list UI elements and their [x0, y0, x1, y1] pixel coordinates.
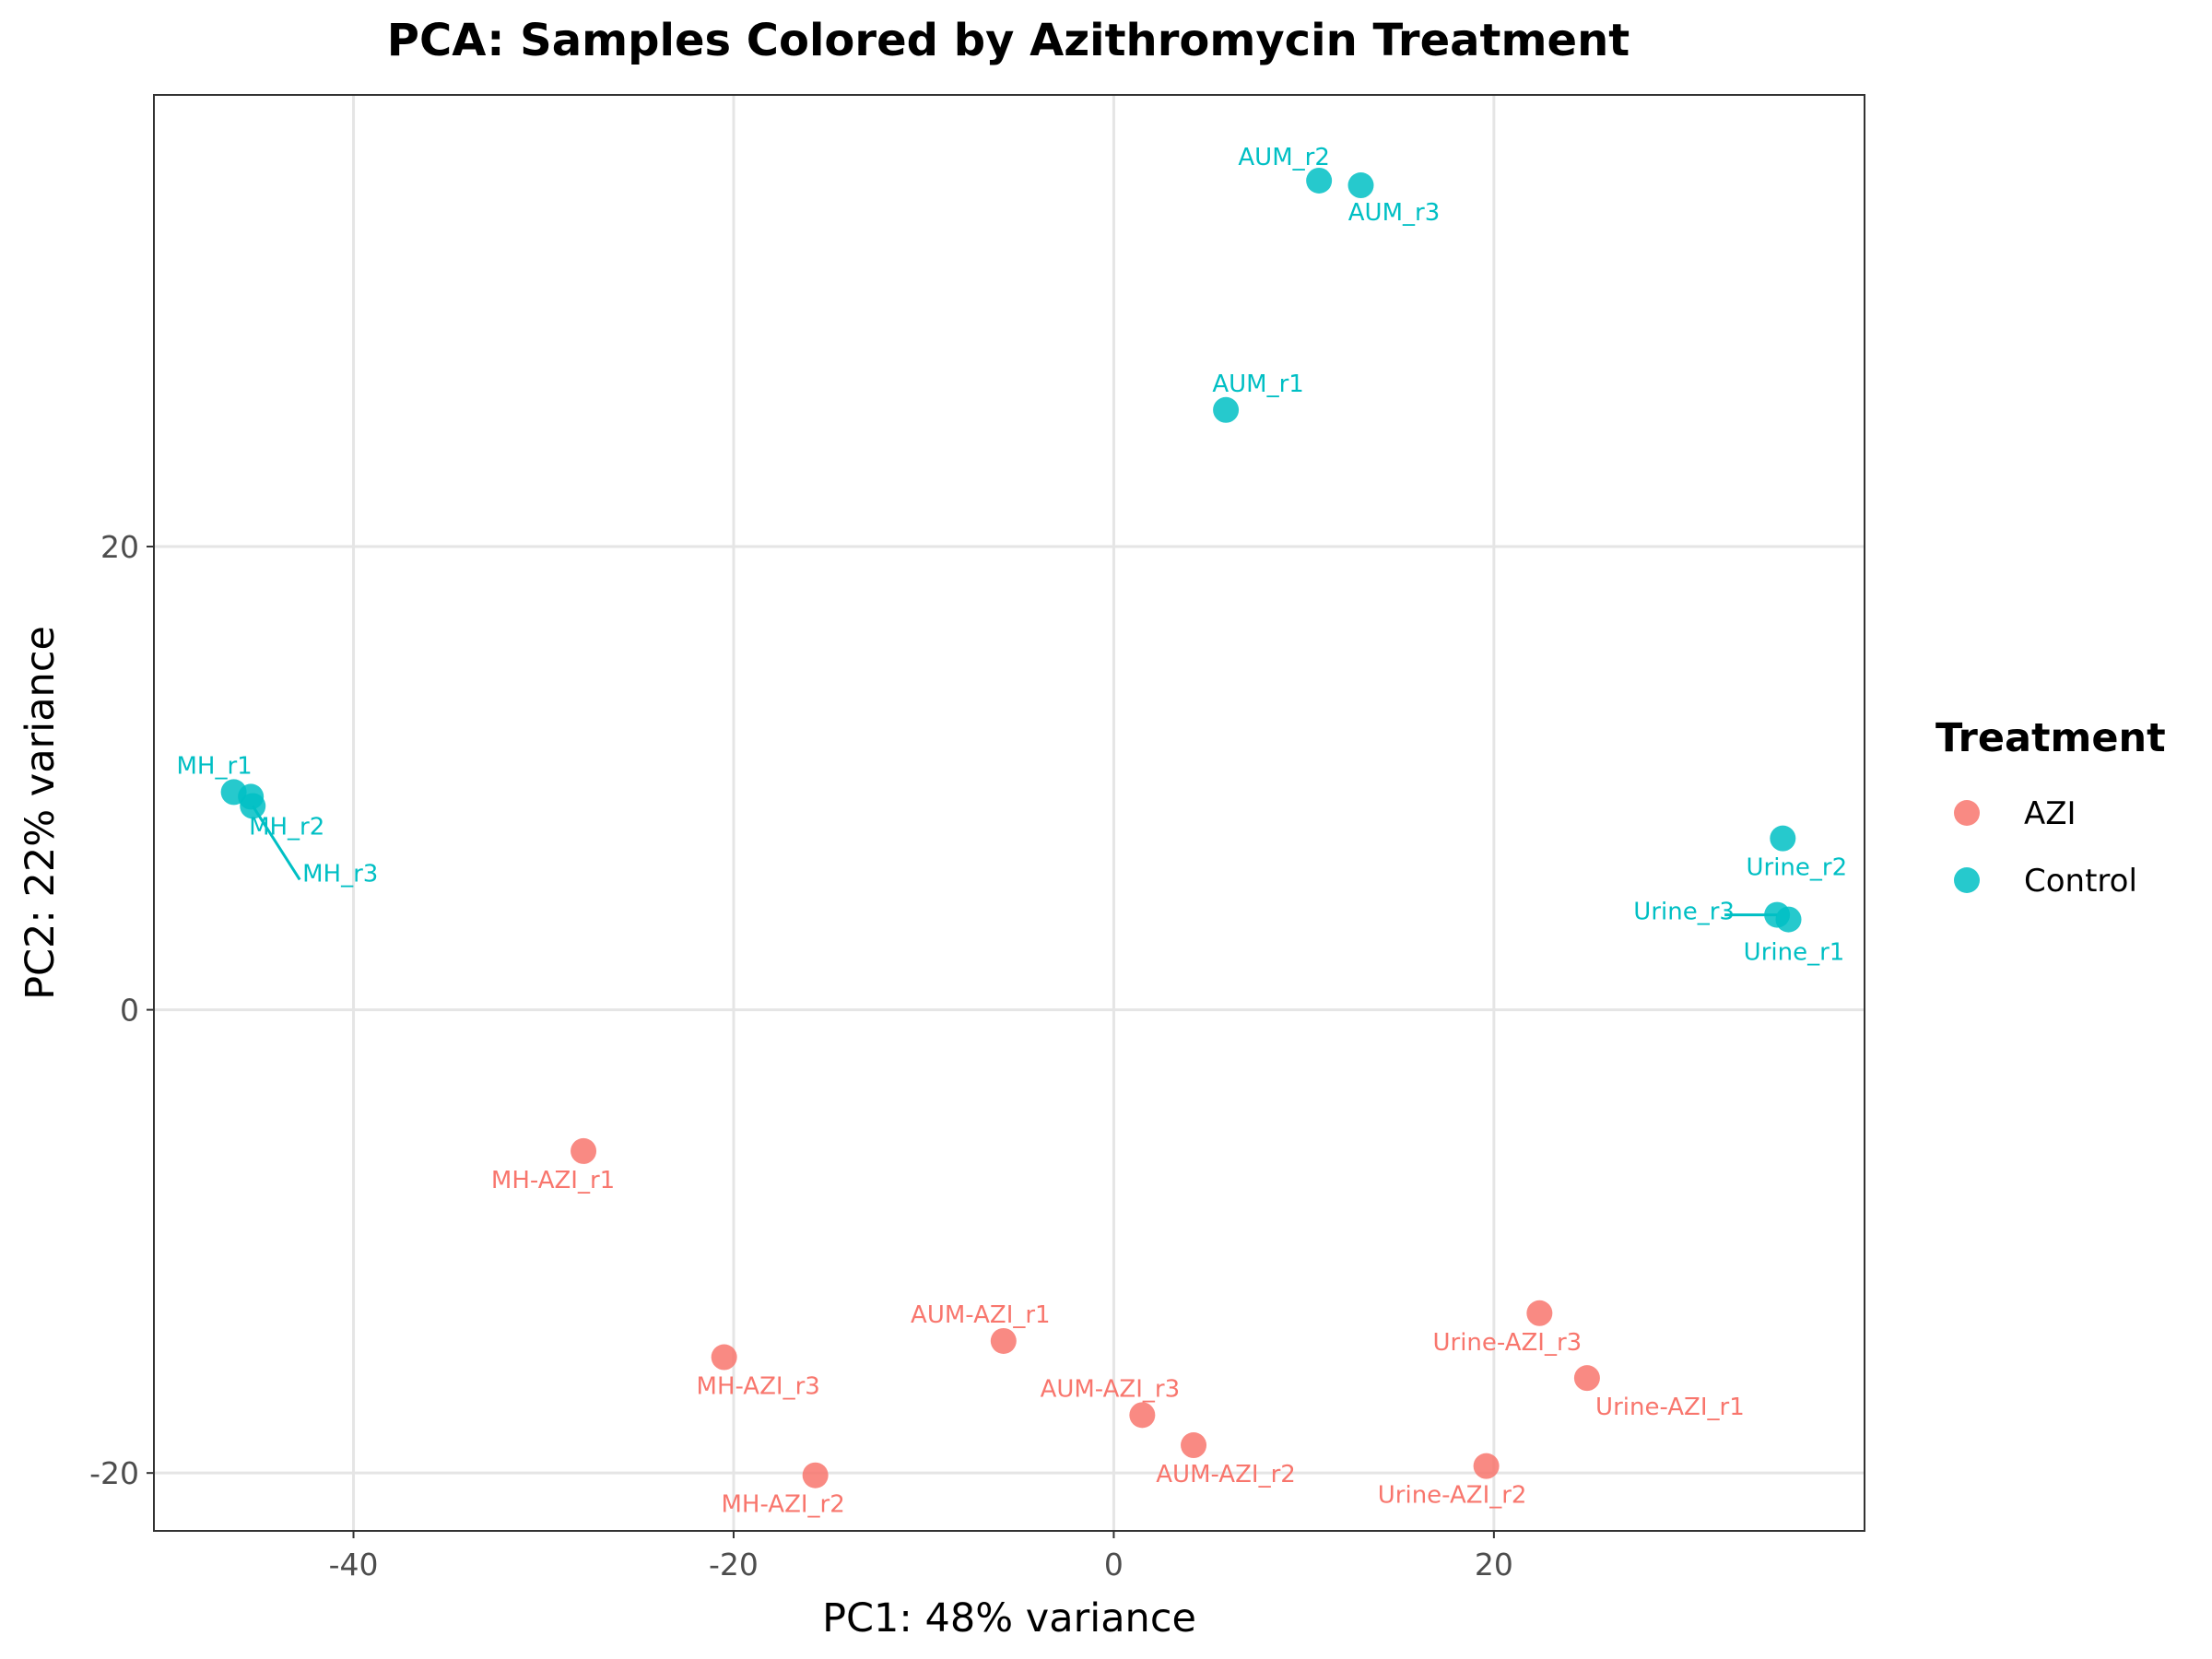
data-point [1306, 167, 1333, 194]
data-point [1213, 396, 1240, 423]
point-label: MH_r2 [249, 813, 324, 841]
point-label: AUM-AZI_r3 [1041, 1375, 1181, 1403]
data-point [711, 1344, 737, 1371]
x-tick-label: 20 [1475, 1547, 1513, 1583]
point-label: MH-AZI_r2 [722, 1491, 845, 1519]
point-label: Urine_r3 [1633, 899, 1735, 926]
legend-label: AZI [2024, 795, 2077, 832]
point-label: AUM-AZI_r1 [911, 1301, 1051, 1329]
legend-label: Control [2024, 863, 2137, 900]
data-point [990, 1327, 1017, 1354]
y-axis-ticks: -20 0 20 [89, 529, 154, 1491]
plot-panel: AUM_r2 AUM_r3 AUM_r1 MH_r1 MH_r2 MH_r3 Urine_r… [153, 94, 1865, 1532]
point-label: Urine_r1 [1744, 939, 1845, 967]
x-tick-label: -20 [709, 1547, 759, 1583]
x-tick-label: 0 [1104, 1547, 1124, 1583]
data-points [220, 167, 1802, 1488]
point-label: MH_r1 [177, 752, 253, 780]
y-axis-title: PC2: 22% variance [18, 626, 64, 1000]
point-label: AUM_r3 [1348, 199, 1440, 227]
legend-title: Treatment [1936, 715, 2166, 761]
point-labels: AUM_r2 AUM_r3 AUM_r1 MH_r1 MH_r2 MH_r3 Urine_r… [177, 144, 1848, 1519]
data-point [1181, 1432, 1207, 1459]
data-point [571, 1137, 597, 1164]
y-tick-label: 0 [120, 993, 139, 1029]
plot-border [153, 94, 1865, 1532]
point-label: AUM_r2 [1238, 144, 1329, 171]
data-point [240, 793, 266, 819]
point-label: Urine-AZI_r2 [1378, 1482, 1527, 1510]
legend-entries: AZI Control [1954, 795, 2137, 900]
data-point [1775, 906, 1802, 933]
x-axis-ticks: -40 -20 0 20 [329, 1531, 1513, 1583]
point-label: Urine-AZI_r3 [1432, 1329, 1582, 1357]
legend-key [1954, 800, 1980, 826]
point-label: AUM_r1 [1212, 371, 1303, 398]
data-point [1347, 172, 1374, 199]
point-label: MH-AZI_r1 [491, 1167, 615, 1194]
plot-background [154, 95, 1865, 1531]
point-label: Urine_r2 [1746, 854, 1847, 882]
data-point [1526, 1300, 1553, 1326]
point-label: MH_r3 [302, 860, 378, 888]
data-point [1770, 825, 1796, 852]
leader-line [251, 805, 301, 881]
data-point [802, 1462, 829, 1488]
point-label: AUM-AZI_r2 [1156, 1461, 1296, 1488]
point-label: Urine-AZI_r1 [1595, 1394, 1745, 1421]
x-axis-title: PC1: 48% variance [822, 1595, 1196, 1641]
x-tick-label: -40 [329, 1547, 379, 1583]
grid-lines [154, 95, 1865, 1531]
y-tick-label: 20 [100, 529, 139, 565]
point-label: MH-AZI_r3 [697, 1373, 820, 1401]
data-point [1573, 1365, 1600, 1392]
legend: Treatment AZI Control [1936, 715, 2166, 900]
chart-title: PCA: Samples Colored by Azithromycin Tre… [387, 15, 1630, 66]
legend-key [1954, 867, 1980, 893]
data-point [1129, 1402, 1156, 1429]
data-point [1473, 1453, 1500, 1479]
y-tick-label: -20 [89, 1455, 139, 1491]
